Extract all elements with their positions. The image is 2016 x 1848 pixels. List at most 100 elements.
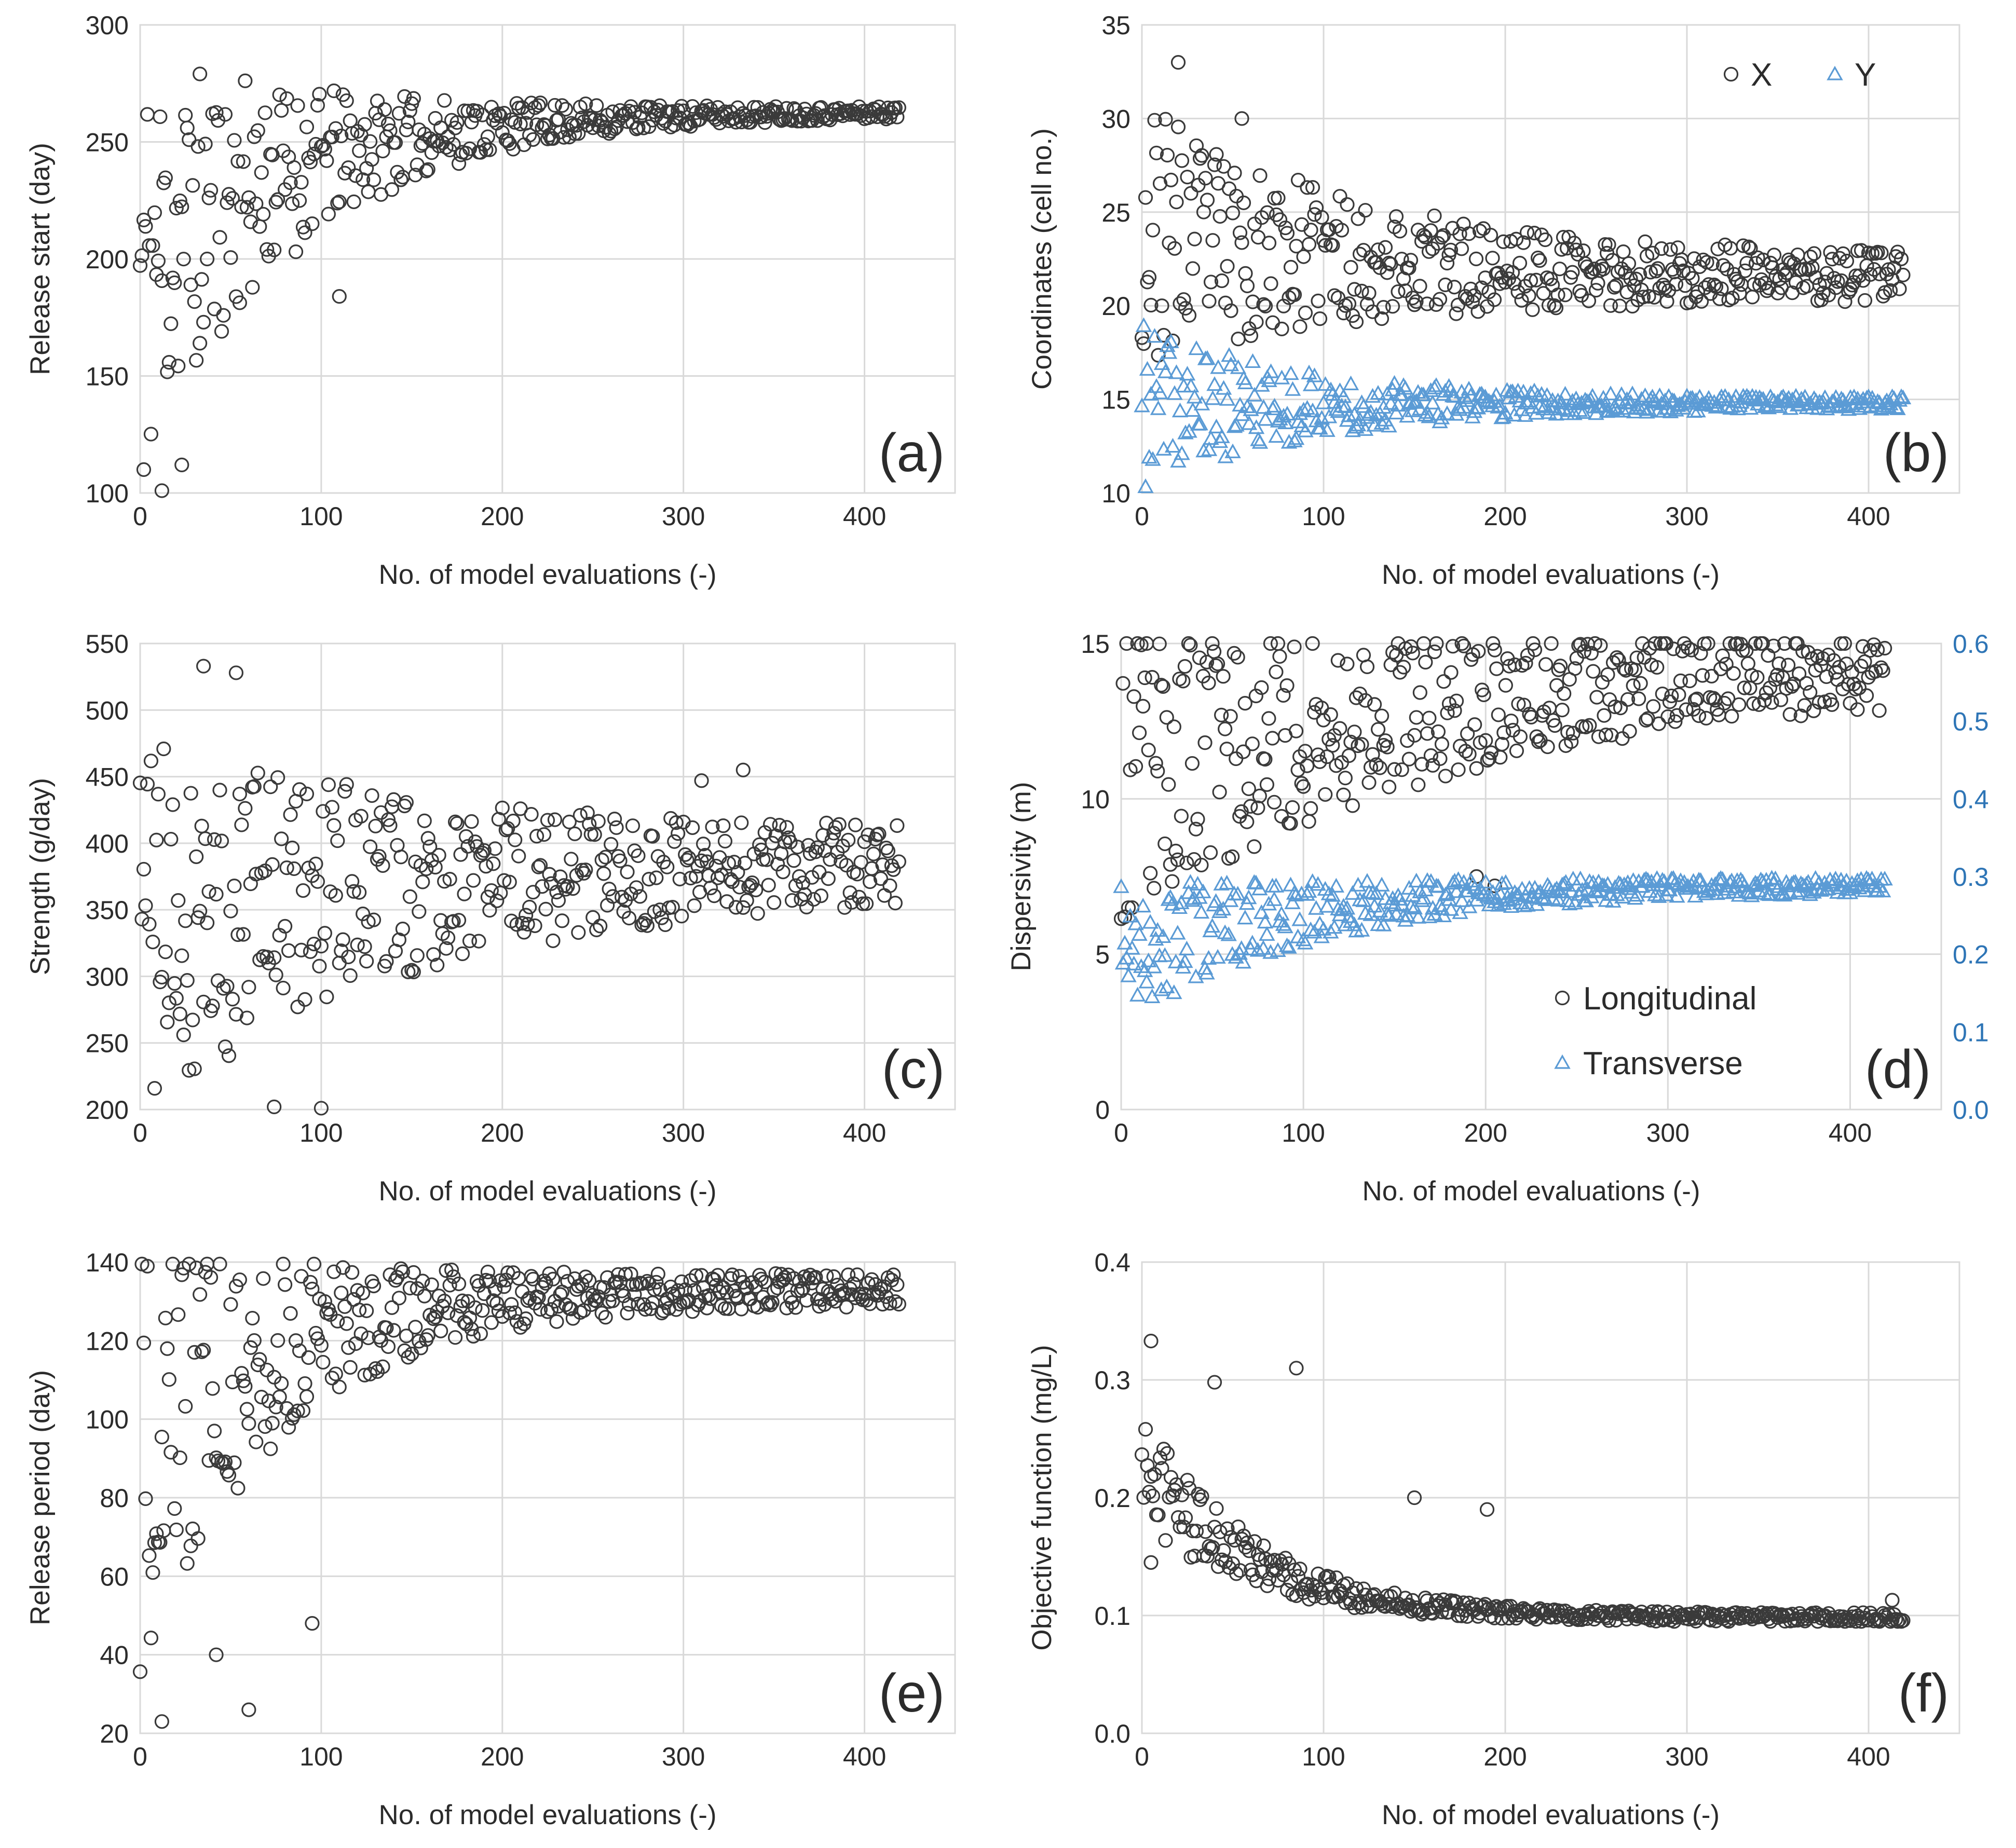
data-point: [1283, 365, 1299, 380]
data-point: [306, 936, 322, 952]
data-point: [1381, 255, 1397, 270]
data-point: [1239, 398, 1256, 413]
x-axis-label: No. of model evaluations (-): [378, 1176, 716, 1207]
data-point: [886, 1267, 901, 1282]
data-point: [279, 91, 294, 106]
x-tick-label: 0: [1114, 1118, 1128, 1147]
data-point: [1255, 399, 1272, 414]
data-point: [260, 950, 275, 965]
data-point: [716, 1280, 731, 1295]
data-point: [1245, 736, 1260, 751]
data-point: [449, 115, 465, 130]
data-point: [362, 1366, 378, 1381]
data-point: [866, 846, 881, 861]
legend-marker: [1723, 66, 1739, 82]
data-point: [1497, 275, 1513, 290]
data-point: [1155, 679, 1170, 694]
data-point: [417, 813, 432, 828]
x-tick-label: 0: [133, 502, 147, 531]
data-point: [234, 817, 249, 832]
data-point: [1281, 434, 1298, 449]
data-point: [207, 1423, 222, 1439]
data-point: [1708, 399, 1724, 414]
data-point: [1447, 703, 1462, 718]
data-point: [1146, 959, 1162, 974]
data-point: [375, 1359, 390, 1374]
data-point: [543, 1302, 559, 1317]
data-point: [1577, 892, 1595, 908]
data-point: [1397, 380, 1414, 395]
data-point: [1314, 210, 1329, 225]
data-point: [1126, 689, 1141, 704]
data-point: [370, 93, 385, 108]
data-point: [1609, 650, 1625, 665]
data-point: [294, 942, 309, 957]
data-point: [487, 841, 502, 856]
data-point: [172, 1450, 187, 1466]
data-point: [654, 910, 669, 925]
x-axis-label: No. of model evaluations (-): [378, 1800, 716, 1830]
data-point: [714, 1298, 729, 1313]
data-point: [1177, 425, 1194, 440]
data-point: [1335, 898, 1352, 913]
data-point: [238, 1379, 253, 1394]
data-point: [1434, 900, 1450, 915]
data-point: [1204, 390, 1221, 405]
data-point: [1693, 646, 1708, 661]
data-point: [431, 847, 446, 863]
data-point: [1750, 670, 1765, 685]
y-tick-label: 10: [1101, 479, 1130, 508]
data-point: [1194, 148, 1209, 163]
data-point: [1241, 415, 1258, 430]
data-point: [1252, 168, 1268, 183]
data-point: [1773, 692, 1789, 707]
data-point: [1344, 885, 1361, 900]
data-point: [1218, 295, 1233, 310]
data-point: [525, 132, 541, 147]
data-point: [1118, 950, 1135, 965]
data-point: [1237, 695, 1252, 711]
data-point: [631, 120, 646, 135]
data-point: [1330, 290, 1346, 305]
data-point: [1687, 692, 1703, 708]
data-point: [1403, 253, 1419, 268]
data-point: [1434, 230, 1449, 245]
data-point: [1113, 878, 1129, 893]
data-point: [1481, 284, 1496, 299]
data-point: [489, 893, 505, 908]
data-point: [1565, 265, 1580, 280]
y-tick-label: 350: [86, 896, 129, 925]
data-point: [1214, 273, 1230, 289]
data-point: [359, 1303, 374, 1318]
data-point: [1406, 394, 1423, 409]
data-point: [1876, 870, 1893, 886]
data-point: [272, 87, 287, 102]
data-point: [1287, 287, 1302, 302]
data-point: [182, 1063, 197, 1078]
y-tick-label: 100: [86, 1405, 129, 1434]
data-point: [1427, 644, 1442, 660]
data-point: [1182, 377, 1200, 393]
data-point: [1152, 385, 1168, 400]
data-point: [1549, 678, 1564, 693]
data-point: [1401, 751, 1416, 766]
data-point: [1724, 709, 1739, 724]
data-point: [1780, 658, 1796, 673]
data-point: [420, 162, 435, 177]
data-point: [316, 804, 331, 819]
data-point: [290, 98, 305, 113]
data-point: [239, 1402, 254, 1417]
data-point: [1621, 256, 1637, 271]
data-point: [368, 818, 383, 833]
data-point: [1300, 180, 1315, 195]
legend-label: Longitudinal: [1583, 981, 1756, 1017]
data-point: [1541, 298, 1557, 313]
data-point: [1268, 428, 1285, 443]
data-point: [609, 820, 624, 835]
data-point: [444, 1262, 459, 1278]
data-point: [810, 840, 825, 855]
data-point: [705, 819, 720, 834]
data-point: [341, 160, 356, 175]
data-point: [1267, 1553, 1282, 1568]
data-point: [239, 1010, 254, 1025]
